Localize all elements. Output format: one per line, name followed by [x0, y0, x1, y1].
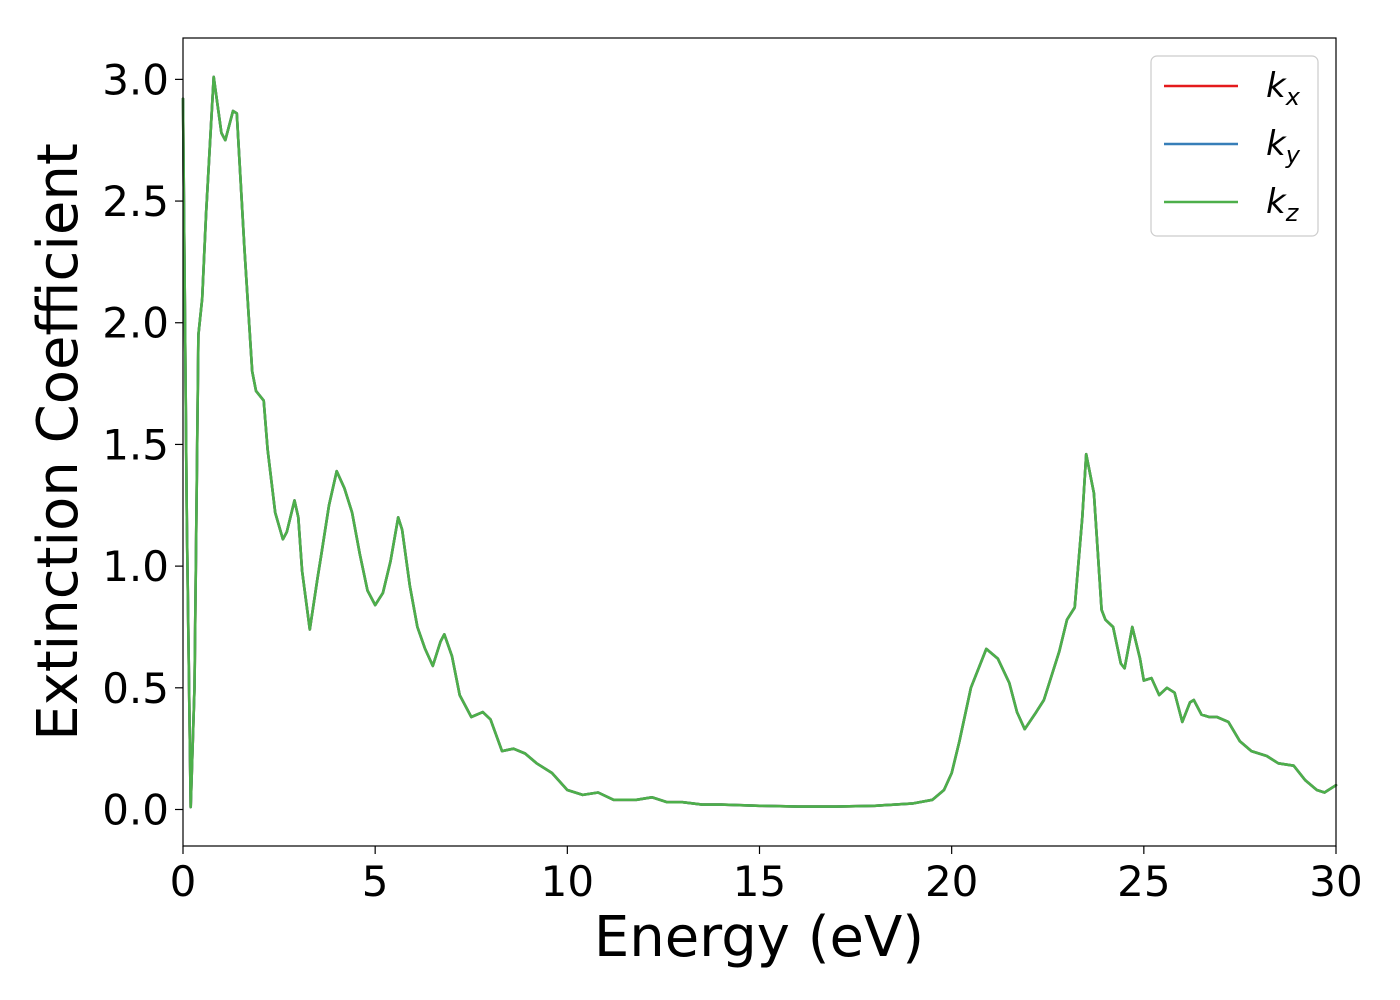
x-tick-label: 0 [170, 857, 197, 906]
plot-area [183, 38, 1336, 846]
y-axis-title: Extinction Coefficient [26, 143, 91, 741]
y-tick-label: 3.0 [102, 55, 169, 104]
y-axis-ticks: 0.0 0.5 1.0 1.5 2.0 2.5 3.0 [102, 55, 183, 834]
x-tick-label: 5 [362, 857, 389, 906]
legend-label-ky: ky [1266, 124, 1301, 169]
x-tick-label: 25 [1117, 857, 1170, 906]
x-tick-label: 10 [541, 857, 594, 906]
legend-label-kz: kz [1266, 182, 1300, 227]
y-tick-label: 1.5 [102, 420, 169, 469]
legend: kx ky kz [1150, 55, 1319, 237]
y-tick-label: 0.0 [102, 785, 169, 834]
x-axis-title: Energy (eV) [594, 905, 924, 970]
y-tick-label: 2.0 [102, 299, 169, 348]
x-tick-label: 20 [925, 857, 978, 906]
x-tick-label: 30 [1309, 857, 1362, 906]
y-tick-label: 2.5 [102, 177, 169, 226]
series-lines [181, 75, 1338, 809]
y-tick-label: 0.5 [102, 664, 169, 713]
legend-box [1150, 55, 1319, 237]
x-axis-ticks: 0 5 10 15 20 25 30 [170, 846, 1363, 906]
x-tick-label: 15 [733, 857, 786, 906]
legend-label-kx: kx [1266, 66, 1301, 111]
y-tick-label: 1.0 [102, 542, 169, 591]
series-line-kz [181, 75, 1338, 809]
